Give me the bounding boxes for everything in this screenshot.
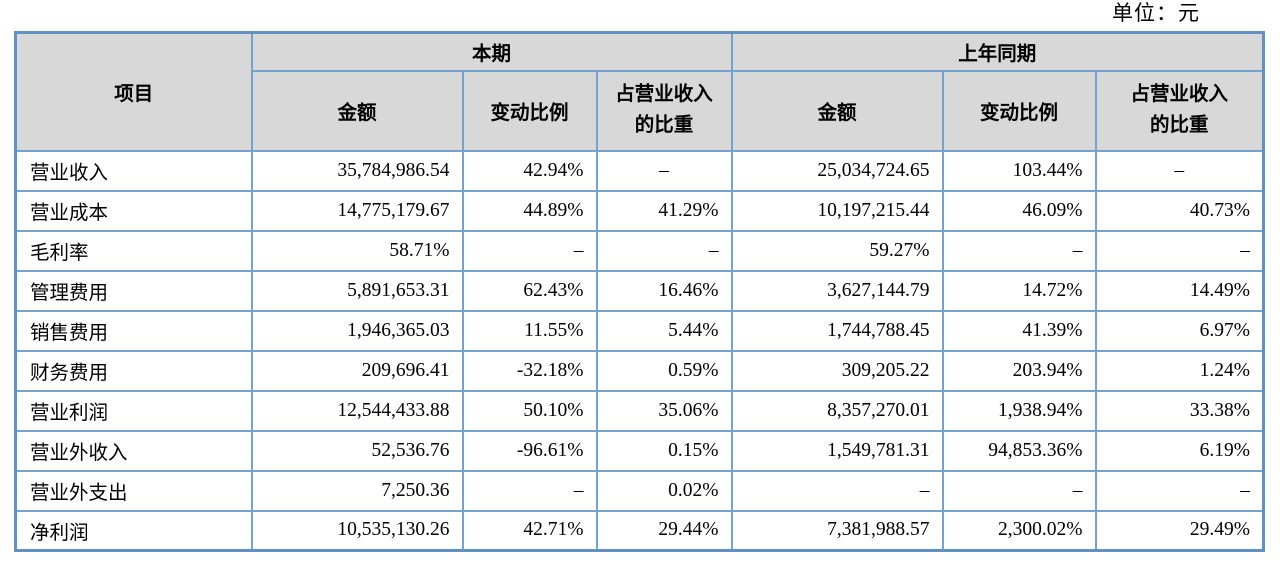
data-cell: 59.27% [730,229,944,272]
table-row: 营业外支出 7,250.36–0.02% – – – [14,469,1265,512]
data-cell: – [461,229,598,272]
data-cell: 50.10% [461,389,598,432]
table-row: 销售费用 1,946,365.03 11.55% 5.44% 1,744,788.45 4… [14,309,1265,352]
data-cell: 6.19% [1094,429,1265,472]
data-cell: – [1094,229,1265,272]
data-cell: 203.94% [941,349,1097,392]
data-cell: 25,034,724.65 [730,149,944,192]
row-label: 营业外收入 [14,429,253,472]
table-row: 财务费用 209,696.41 -32.18% 0.59% 309,205.22 203.… [14,349,1265,392]
data-cell: 46.09% [941,189,1097,232]
col-group-prior-period: 上年同期 [730,31,1265,72]
unit-label: 单位：元 [1112,1,1200,25]
row-label: 营业收入 [14,149,253,192]
data-cell: 2,300.02% [941,509,1097,552]
table-row: 营业成本 14,775,179.67 44.89% 41.29% 10,197,215.… [14,189,1265,232]
data-cell: 41.29% [595,189,733,232]
data-cell: 11.55% [461,309,598,352]
data-cell: 44.89% [461,189,598,232]
data-cell: 5.44% [595,309,733,352]
data-cell: 16.46% [595,269,733,312]
row-label: 营业利润 [14,389,253,432]
col-header-current-amount: 金额 [250,69,464,152]
row-label: 营业成本 [14,189,253,232]
col-header-item: 项目 [14,31,253,152]
data-cell: 0.59% [595,349,733,392]
data-cell: 10,197,215.44 [730,189,944,232]
data-cell: 35.06% [595,389,733,432]
data-cell: 33.38% [1094,389,1265,432]
table-body: 营业收入 35,784,986.54 42.94% –25,034,724.65 103… [14,149,1265,552]
financial-table: 项目 本期 上年同期 金额 变动比例 占营业收入 的比重 金额 变动比例 占营业… [14,31,1266,552]
data-cell: – [595,229,733,272]
data-cell: 12,544,433.88 [250,389,464,432]
table-row: 营业收入 35,784,986.54 42.94% –25,034,724.65 103… [14,149,1265,192]
data-cell: 94,853.36% [941,429,1097,472]
data-cell: 0.15% [595,429,733,472]
row-label: 毛利率 [14,229,253,272]
data-cell: 29.49% [1094,509,1265,552]
data-cell: 0.02% [595,469,733,512]
data-cell: 42.71% [461,509,598,552]
data-cell: 309,205.22 [730,349,944,392]
data-cell: 52,536.76 [250,429,464,472]
table-header: 项目 本期 上年同期 金额 变动比例 占营业收入 的比重 金额 变动比例 占营业… [14,31,1265,152]
data-cell: 35,784,986.54 [250,149,464,192]
data-cell: -32.18% [461,349,598,392]
row-label: 财务费用 [14,349,253,392]
data-cell: – [941,469,1097,512]
data-cell: 14.72% [941,269,1097,312]
data-cell: 1,938.94% [941,389,1097,432]
data-cell: 7,250.36 [250,469,464,512]
data-cell: 103.44% [941,149,1097,192]
data-cell: 41.39% [941,309,1097,352]
col-header-prior-revenue-share: 占营业收入 的比重 [1094,69,1265,152]
col-header-current-revenue-share: 占营业收入 的比重 [595,69,733,152]
data-cell: 14.49% [1094,269,1265,312]
data-cell: 62.43% [461,269,598,312]
data-cell: 8,357,270.01 [730,389,944,432]
row-label: 净利润 [14,509,253,552]
data-cell: – [1094,469,1265,512]
col-header-current-change-ratio: 变动比例 [461,69,598,152]
data-cell: – [461,469,598,512]
data-cell: – [595,149,733,192]
row-label: 营业外支出 [14,469,253,512]
data-cell: – [1094,149,1265,192]
data-cell: 14,775,179.67 [250,189,464,232]
table-row: 营业外收入 52,536.76 -96.61% 0.15% 1,549,781.31 94… [14,429,1265,472]
data-cell: 58.71% [250,229,464,272]
table-row: 净利润 10,535,130.26 42.71% 29.44% 7,381,988.57… [14,509,1265,552]
col-header-prior-amount: 金额 [730,69,944,152]
data-cell: 5,891,653.31 [250,269,464,312]
data-cell: – [730,469,944,512]
table-row: 营业利润 12,544,433.88 50.10% 35.06% 8,357,270.0… [14,389,1265,432]
data-cell: 40.73% [1094,189,1265,232]
table-row: 管理费用 5,891,653.31 62.43% 16.46% 3,627,144.79… [14,269,1265,312]
data-cell: 7,381,988.57 [730,509,944,552]
data-cell: 42.94% [461,149,598,192]
data-cell: 1,549,781.31 [730,429,944,472]
data-cell: -96.61% [461,429,598,472]
col-group-current-period: 本期 [250,31,733,72]
data-cell: 10,535,130.26 [250,509,464,552]
data-cell: 209,696.41 [250,349,464,392]
data-cell: 1,744,788.45 [730,309,944,352]
data-cell: 6.97% [1094,309,1265,352]
data-cell: 3,627,144.79 [730,269,944,312]
col-header-prior-change-ratio: 变动比例 [941,69,1097,152]
row-label: 销售费用 [14,309,253,352]
row-label: 管理费用 [14,269,253,312]
table-row: 毛利率 58.71% – –59.27% – – [14,229,1265,272]
data-cell: 1.24% [1094,349,1265,392]
data-cell: 1,946,365.03 [250,309,464,352]
data-cell: – [941,229,1097,272]
data-cell: 29.44% [595,509,733,552]
